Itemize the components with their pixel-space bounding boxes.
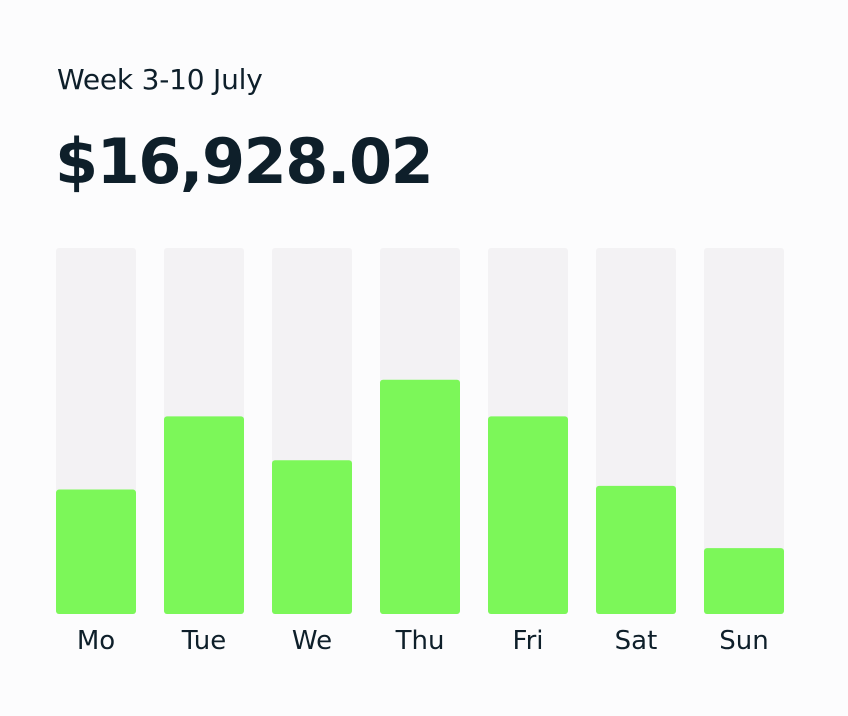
x-tick-label-mo: Mo <box>77 626 115 656</box>
bar-we[interactable] <box>272 460 352 614</box>
bar-mo[interactable] <box>56 489 136 614</box>
bar-fri[interactable] <box>488 416 568 614</box>
total-amount: $16,928.02 <box>55 125 434 198</box>
x-tick-label-fri: Fri <box>513 626 544 656</box>
bar-thu[interactable] <box>380 379 460 614</box>
bar-sun[interactable] <box>704 548 784 614</box>
bar-track-sun <box>704 248 784 614</box>
x-tick-label-sun: Sun <box>719 626 768 656</box>
bar-sat[interactable] <box>596 485 676 614</box>
x-tick-label-thu: Thu <box>395 626 445 656</box>
period-label: Week 3-10 July <box>57 63 263 96</box>
x-tick-label-we: We <box>292 626 332 656</box>
x-tick-label-tue: Tue <box>181 626 226 656</box>
bar-tue[interactable] <box>164 416 244 614</box>
x-tick-label-sat: Sat <box>615 626 658 656</box>
